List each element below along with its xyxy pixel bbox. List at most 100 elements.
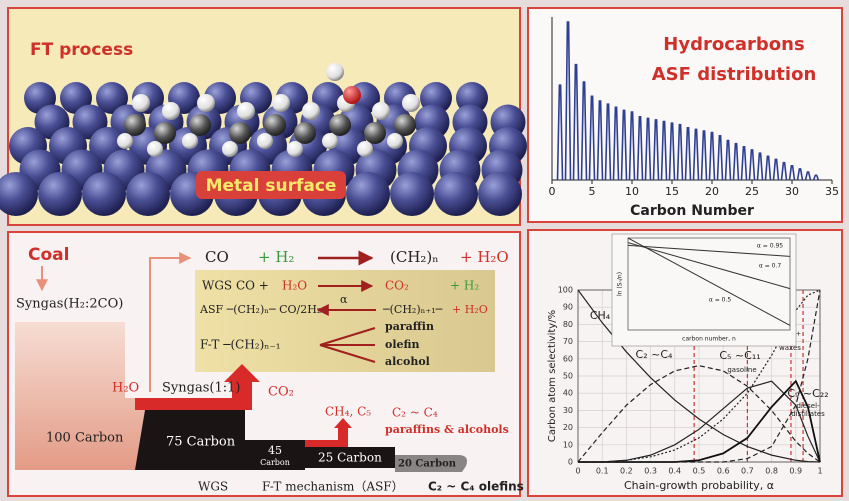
hydrogen-atom xyxy=(237,102,255,120)
stage-label: C₂ ~ C₄ olefins xyxy=(428,480,524,494)
carbon-atom xyxy=(124,114,146,136)
y-tick-label: 10 xyxy=(563,440,573,449)
flow-label: H₂O xyxy=(112,381,139,396)
reaction-text: WGS CO + xyxy=(202,279,269,293)
carbon-atom xyxy=(394,114,416,136)
x-tick-label: 0 xyxy=(575,467,580,476)
x-tick-label: 35 xyxy=(825,185,839,198)
x-axis-label: Chain-growth probability, α xyxy=(624,479,774,492)
x-tick-label: 1 xyxy=(817,467,822,476)
inset-label: α = 0.7 xyxy=(759,263,782,270)
hydrogen-atom xyxy=(182,133,198,149)
reaction-text: + H₂ xyxy=(258,248,294,266)
x-tick-label: 10 xyxy=(625,185,639,198)
feed-label: Coal xyxy=(28,245,69,265)
carbon-atom xyxy=(154,122,176,144)
carbon-label: 20 Carbon xyxy=(398,459,457,470)
inset-y-label: ln (Sₙ/n) xyxy=(617,272,624,296)
reaction-text: + H₂ xyxy=(450,279,479,293)
series-label: C₅ ~C₁₁ xyxy=(719,349,760,362)
flow-label: CO₂ xyxy=(268,385,294,400)
y-tick-label: 70 xyxy=(563,337,573,346)
x-tick-label: 0.2 xyxy=(620,467,633,476)
product: alcohol xyxy=(385,355,430,368)
y-tick-label: 20 xyxy=(563,423,573,432)
x-tick-label: 0.6 xyxy=(717,467,730,476)
page: FT process Metal surface Coal Syngas(H₂:… xyxy=(0,0,849,501)
series-label: C₂ ~C₄ xyxy=(636,348,673,361)
reaction-text: CO xyxy=(205,248,229,266)
hydrogen-atom xyxy=(272,94,290,112)
reaction-text: CO₂ xyxy=(385,279,409,293)
flow-label: paraffins & alcohols xyxy=(385,423,509,436)
series-label: C₉ ~C₂₂ xyxy=(787,387,828,400)
annotation: diesel- xyxy=(796,402,820,410)
product: olefin xyxy=(385,338,420,351)
y-tick-label: 40 xyxy=(563,389,573,398)
y-tick-label: 0 xyxy=(568,458,573,467)
carbon-label: Carbon xyxy=(260,458,290,467)
hydrogen-atom xyxy=(147,141,163,157)
carbon-label: 25 Carbon xyxy=(318,451,382,465)
x-tick-label: 0.1 xyxy=(596,467,609,476)
carbon-label: 45 xyxy=(268,444,282,457)
hydrogen-atom xyxy=(222,141,238,157)
metal-atom xyxy=(38,172,82,216)
hydrogen-atom xyxy=(197,94,215,112)
oxygen-atom xyxy=(343,86,361,104)
x-tick-label: 0.9 xyxy=(789,467,802,476)
chart-title: Hydrocarbons xyxy=(663,34,804,55)
hydrogen-atom xyxy=(387,133,403,149)
x-tick-label: 0.7 xyxy=(741,467,754,476)
hydrogen-atom xyxy=(287,141,303,157)
flow-label: Syngas(1:1) xyxy=(162,381,240,396)
carbon-atom xyxy=(294,122,316,144)
chart-title: ASF distribution xyxy=(652,64,817,85)
x-tick-label: 0 xyxy=(549,185,556,198)
inset-label: α = 0.95 xyxy=(757,243,783,250)
series-label: CH₄ xyxy=(590,309,611,322)
reaction-text: F-T ─(CH₂)ₙ₋₁ xyxy=(200,338,281,352)
reaction-text: ASF ─(CH₂)ₙ─ CO/2H₂ xyxy=(199,303,321,316)
metal-atom xyxy=(434,172,478,216)
panel-title: FT process xyxy=(30,40,133,60)
flow-label: CH₄, C₅ xyxy=(325,405,371,419)
reaction-text: H₂O xyxy=(282,279,307,293)
hydrogen-atom xyxy=(402,94,420,112)
inset-x-label: carbon number, n xyxy=(682,336,736,343)
y-tick-label: 50 xyxy=(563,372,573,381)
syngas-label: Syngas(H₂:2CO) xyxy=(16,297,123,312)
metal-atom xyxy=(478,172,522,216)
annotation: gasoline xyxy=(727,366,756,374)
x-tick-label: 0.8 xyxy=(765,467,778,476)
hydrogen-atom xyxy=(357,141,373,157)
annotation: distillates xyxy=(791,410,825,418)
hydrogen-atom xyxy=(372,102,390,120)
carbon-label: 75 Carbon xyxy=(166,435,236,450)
carbon-atom xyxy=(229,122,251,144)
hydrogen-atom xyxy=(322,133,338,149)
reaction-text: + H₂O xyxy=(460,248,509,266)
x-tick-label: 5 xyxy=(589,185,596,198)
x-axis-label: Carbon Number xyxy=(630,203,754,219)
carbon-label: 100 Carbon xyxy=(46,431,124,446)
carbon-atom xyxy=(264,114,286,136)
y-tick-label: 30 xyxy=(563,406,573,415)
stage-label: F-T mechanism（ASF） xyxy=(262,480,404,494)
hydrogen-atom xyxy=(162,102,180,120)
x-tick-label: 15 xyxy=(665,185,679,198)
y-tick-label: 100 xyxy=(558,286,573,295)
x-tick-label: 0.4 xyxy=(668,467,681,476)
stage-label: WGS xyxy=(198,480,228,494)
x-tick-label: 30 xyxy=(785,185,799,198)
reaction-text: + H₂O xyxy=(452,303,488,316)
x-tick-label: 20 xyxy=(705,185,719,198)
metal-atom xyxy=(346,172,390,216)
surface-label: Metal surface xyxy=(206,176,337,196)
y-tick-label: 90 xyxy=(563,303,573,312)
y-tick-label: 60 xyxy=(563,354,573,363)
x-tick-label: 0.5 xyxy=(693,467,706,476)
carbon-atom xyxy=(364,122,386,144)
y-axis-label: Carbon atom selectivity/% xyxy=(547,310,558,442)
metal-atom xyxy=(126,172,170,216)
